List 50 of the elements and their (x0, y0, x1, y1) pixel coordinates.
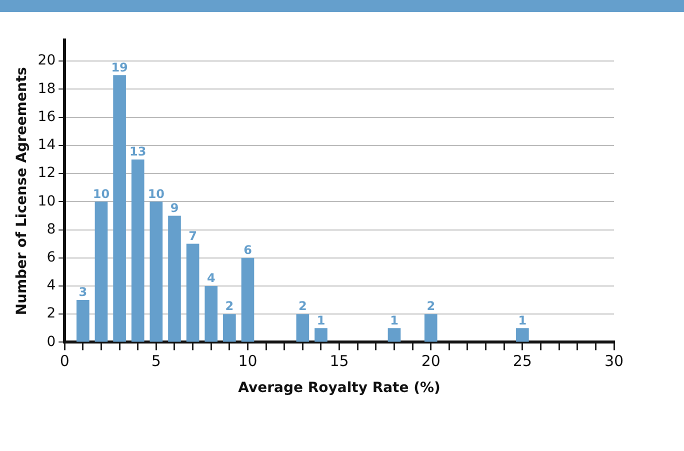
y-tick-label: 12 (38, 165, 56, 182)
data-label: 3 (78, 285, 88, 300)
data-label: 1 (518, 313, 527, 328)
x-axis-title: Average Royalty Rate (%) (238, 380, 440, 396)
x-tick-label: 20 (421, 352, 440, 370)
bar (388, 328, 401, 342)
data-label: 1 (316, 313, 326, 328)
x-tick-label: 10 (238, 352, 258, 370)
y-tick-label: 20 (38, 52, 56, 69)
y-tick-label: 6 (46, 250, 56, 266)
data-label: 9 (170, 200, 179, 215)
data-label: 7 (188, 228, 197, 243)
data-label: 1 (390, 313, 398, 328)
y-tick-label: 14 (38, 137, 56, 154)
y-tick-label: 8 (46, 221, 56, 238)
bar (94, 202, 108, 342)
bar (314, 328, 328, 342)
data-label: 2 (225, 299, 234, 314)
bar (150, 202, 163, 342)
data-label: 4 (206, 271, 216, 286)
y-tick-label: 4 (46, 278, 56, 294)
bar (223, 314, 236, 342)
x-tick-label: 0 (60, 352, 70, 370)
bar (424, 314, 438, 342)
y-axis-title: Number of License Agreements (14, 67, 30, 316)
y-tick-label: 0 (46, 334, 56, 350)
bar (113, 75, 126, 342)
bar (296, 314, 310, 342)
bar (168, 216, 181, 342)
data-label: 10 (92, 186, 110, 201)
bar (516, 328, 529, 342)
bar (186, 244, 200, 342)
bar (131, 159, 144, 342)
data-label: 19 (111, 60, 128, 74)
data-label: 10 (148, 186, 165, 201)
x-tick-label: 15 (330, 352, 349, 370)
y-tick-label: 16 (38, 108, 56, 125)
x-tick-label: 25 (512, 352, 532, 370)
x-tick-label: 5 (151, 352, 161, 370)
data-label: 2 (298, 299, 307, 314)
y-tick-label: 18 (38, 80, 56, 97)
data-label: 2 (426, 299, 436, 314)
data-label: 6 (244, 242, 252, 257)
data-label: 13 (130, 144, 146, 159)
bar (204, 286, 218, 342)
x-tick-label: 30 (604, 352, 624, 370)
bar (241, 258, 254, 342)
bar (76, 300, 90, 342)
y-tick-label: 2 (46, 306, 56, 322)
y-tick-label: 10 (38, 193, 56, 210)
